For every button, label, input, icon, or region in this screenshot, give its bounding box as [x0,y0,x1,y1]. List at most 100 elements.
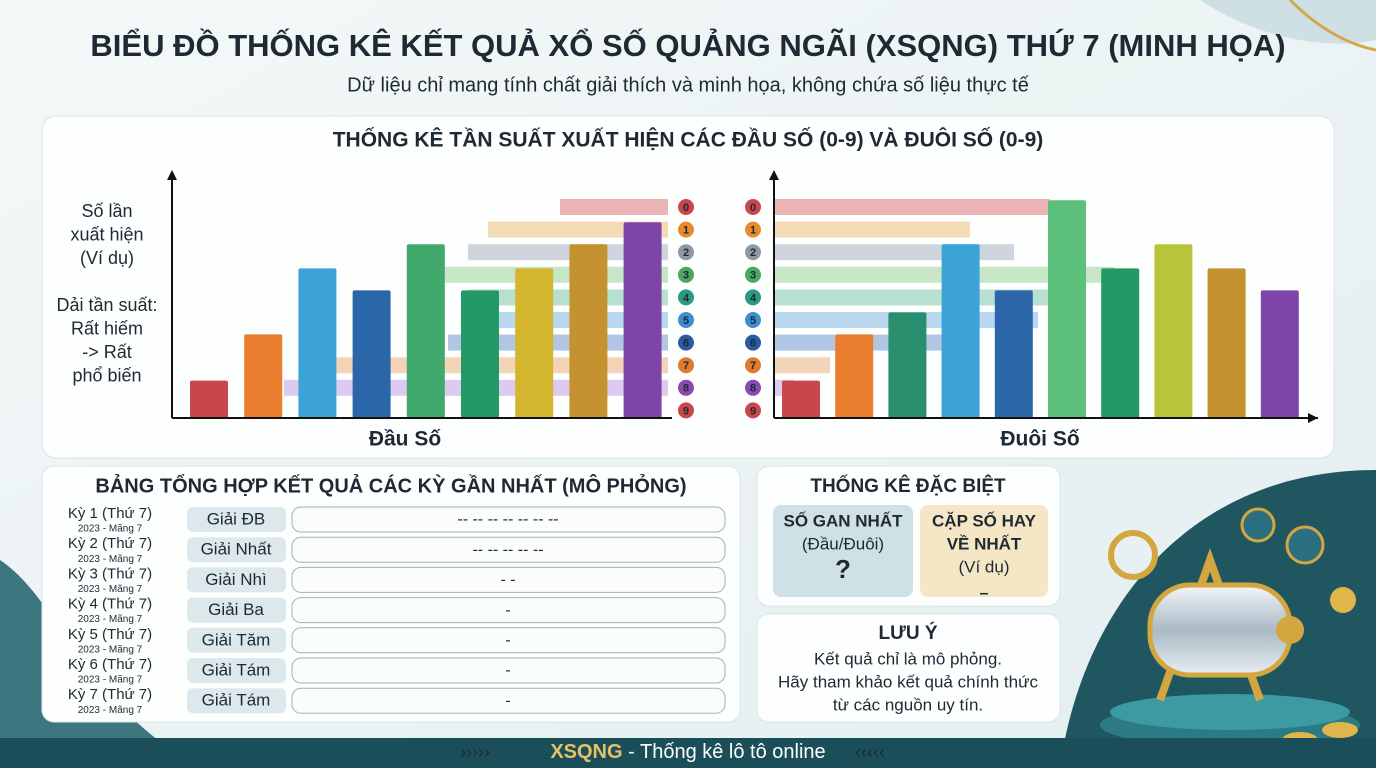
chart-panel-title: THỐNG KÊ TẦN SUẤT XUẤT HIỆN CÁC ĐẦU SỐ (… [333,128,1044,152]
bar [244,334,283,418]
y-axis-label: xuất hiện [70,224,143,244]
subtitle: Dữ liệu chỉ mang tính chất giải thích và… [347,74,1029,96]
card [773,505,913,597]
digit-ball [676,377,696,398]
digit-ball [743,287,763,308]
lane-bar [488,221,668,238]
result-value: - [505,632,510,649]
bar [623,222,662,418]
digit-ball [676,332,696,353]
digit-ball [743,332,763,353]
result-value: - [505,662,510,679]
note-title: LƯU Ý [878,622,937,644]
lane-bar [774,289,1050,306]
digit-ball [676,400,696,421]
digit-ball [743,310,763,330]
digit-ball [676,264,696,285]
special-title: THỐNG KÊ ĐẶC BIỆT [810,475,1006,497]
bar [461,290,499,418]
digit-label: 6 [683,338,689,350]
prize-name: Giải Tám [202,691,271,710]
bar [298,268,337,418]
period-date: 2023 - Mãng 7 [78,675,143,686]
x-axis-label: Đuôi Số [1000,428,1079,451]
prize-name: Giải Tăm [202,630,271,649]
prize-cell [187,627,286,653]
y-axis-label: (Ví dụ) [80,248,134,268]
bar [782,380,820,418]
period-date: 2023 - Mãng 7 [78,584,143,595]
digit-ball [743,377,763,398]
footer: XSQNG - Thống kê lô tô online [550,741,825,763]
result-value: -- -- -- -- -- [472,541,543,558]
digit-ball [743,242,763,263]
y-axis-arrow [769,170,779,180]
bar [994,290,1033,418]
footer-deco: ‹‹‹‹‹ [855,742,885,762]
digit-ball [743,197,763,217]
bar [888,312,927,418]
digit-ball [676,197,696,217]
result-cell [291,566,726,593]
period-label: Kỳ 4 (Thứ 7) [68,596,152,613]
result-cell [291,506,726,533]
lane-bar [468,244,668,261]
period-label: Kỳ 6 (Thứ 7) [68,656,152,673]
note-line: Hãy tham khảo kết quả chính thức [778,672,1038,691]
note-line: Kết quả chỉ là mô phỏng. [814,649,1002,668]
digit-label: 9 [683,405,689,417]
illustration [1100,507,1360,748]
bar [1101,268,1140,418]
result-value: - - [500,572,515,589]
period-date: 2023 - Mãng 7 [78,705,143,716]
digit-ball [676,219,696,240]
range-label: Dải tần suất: [56,295,157,315]
period-date: 2023 - Mãng 7 [78,614,143,625]
digit-label: 3 [750,270,756,282]
bar [569,244,608,418]
lane-bar [444,266,668,283]
lane-bar [774,199,1050,215]
digit-label: 7 [750,360,756,372]
period-label: Kỳ 1 (Thứ 7) [68,505,152,522]
digit-ball [743,355,763,376]
period-date: 2023 - Mãng 7 [78,644,143,655]
footer-deco: ››››› [460,742,490,762]
result-value: - [505,692,510,709]
result-cell [291,536,726,563]
digit-label: 8 [750,383,756,395]
card-heading: VỀ NHẤT [947,534,1022,553]
prize-cell [187,597,286,623]
title: BIỂU ĐỒ THỐNG KÊ KẾT QUẢ XỔ SỐ QUẢNG NGÃ… [90,27,1285,63]
prize-cell [187,688,286,714]
prize-cell [187,567,286,593]
bar [1207,268,1246,418]
period-label: Kỳ 7 (Thứ 7) [68,686,152,703]
y-axis-label: Số lần [81,201,132,221]
digit-ball [743,264,763,285]
bar [190,380,228,418]
period-label: Kỳ 3 (Thứ 7) [68,565,152,582]
result-cell [291,657,726,684]
prize-cell [187,537,286,563]
prize-name: Giải Nhì [205,570,266,589]
digit-label: 2 [750,247,756,259]
x-axis-label: Đầu Số [369,428,442,451]
digit-ball [676,310,696,330]
result-value: - [505,602,510,619]
bar [406,244,445,418]
card-heading: SỐ GAN NHẤT [784,510,904,530]
lane-bar [774,357,830,374]
prize-cell [187,658,286,683]
bar [1260,290,1299,418]
card-value: ? [835,554,851,584]
footer-band [0,738,1376,768]
lane-bar [560,199,668,215]
range-label: Rất hiếm [71,318,143,338]
bar [1048,200,1086,418]
range-label: phổ biến [72,365,141,385]
bar [835,334,874,418]
